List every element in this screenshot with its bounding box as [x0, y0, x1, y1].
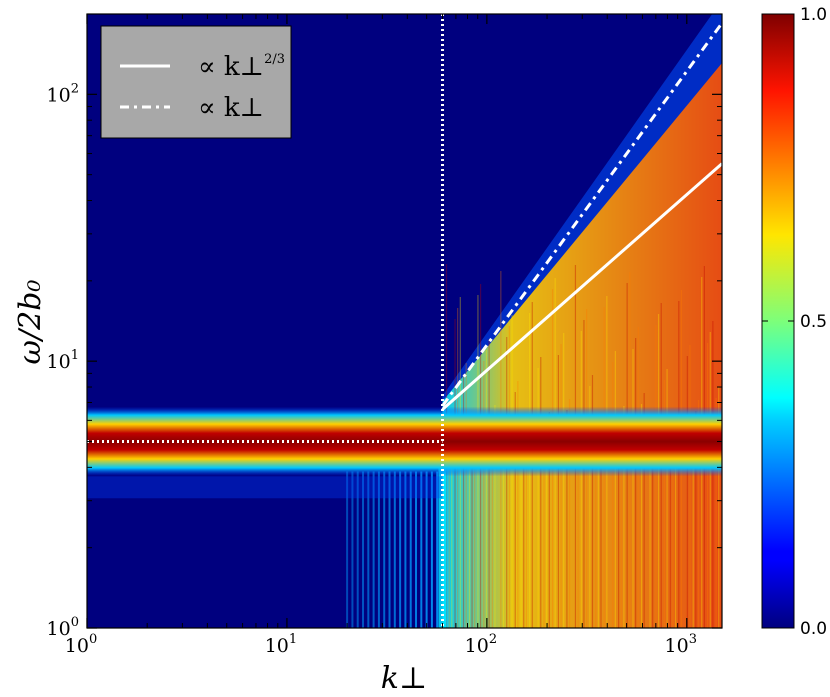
- legend-box: [100, 25, 292, 139]
- heatmap-layer: [87, 14, 722, 628]
- x-tick-label: 101: [265, 632, 297, 657]
- colorbar-tick-label: 0.5: [800, 312, 827, 332]
- y-tick-label: 102: [47, 81, 79, 106]
- reference-line-solid: [441, 162, 722, 411]
- x-axis-title: k⊥: [381, 661, 427, 696]
- legend-label-dashdot: ∝ k⊥: [198, 93, 264, 123]
- y-ticks: 100 101 102: [47, 13, 722, 640]
- x-tick-label: 103: [665, 632, 697, 657]
- colorbar-tick-label: 1.0: [800, 5, 827, 25]
- plot-area: 100 101 102 103 100 101 102: [47, 13, 723, 657]
- x-tick-label: 102: [465, 632, 497, 657]
- colorbar-tick-label: 0.0: [800, 619, 827, 639]
- y-tick-label: 101: [47, 348, 79, 373]
- heatmap-fan: [442, 63, 722, 628]
- y-tick-label: 100: [47, 615, 79, 640]
- x-tick-label: 100: [65, 632, 97, 657]
- y-axis-title: ω/2b₀: [13, 280, 48, 365]
- reference-lines: [87, 14, 722, 628]
- x-ticks: 100 101 102 103: [65, 14, 697, 657]
- legend: ∝ k⊥2/3 ∝ k⊥: [100, 25, 292, 139]
- heatmap-band-shadow: [87, 476, 443, 499]
- reference-line-dashdot: [441, 22, 722, 407]
- colorbar-ticks: 0.0 0.5 1.0: [762, 5, 827, 639]
- colorbar: 0.0 0.5 1.0: [761, 5, 827, 639]
- legend-label-solid: ∝ k⊥2/3: [198, 52, 285, 82]
- plot-frame: [86, 13, 723, 629]
